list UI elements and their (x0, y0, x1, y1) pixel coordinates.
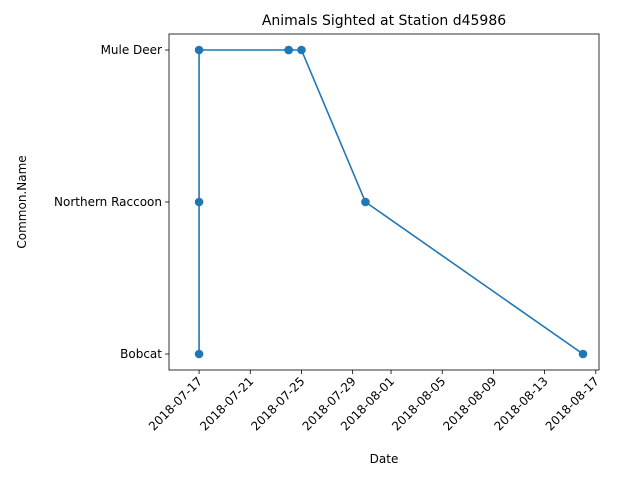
x-tick-label: 2018-08-17 (543, 374, 602, 433)
x-tick-label: 2018-07-25 (248, 374, 307, 433)
series-line (194, 45, 588, 359)
data-point (578, 349, 588, 359)
y-tick-label: Northern Raccoon (54, 195, 162, 209)
x-axis: 2018-07-172018-07-212018-07-252018-07-29… (146, 370, 602, 433)
y-tick-label: Bobcat (120, 347, 162, 361)
y-axis-label: Common.Name (15, 155, 29, 248)
series-polyline (198, 49, 584, 355)
x-tick-label: 2018-08-13 (492, 374, 551, 433)
y-axis: Bobcat Northern Raccoon Mule Deer (54, 43, 169, 361)
data-point (297, 45, 306, 55)
x-axis-label: Date (370, 452, 399, 466)
data-point (194, 197, 204, 207)
x-tick-label: 2018-07-17 (146, 374, 205, 433)
x-tick-label: 2018-08-05 (389, 374, 448, 433)
data-point (194, 349, 204, 359)
chart-title: Animals Sighted at Station d45986 (262, 13, 506, 29)
y-tick-label: Mule Deer (101, 43, 162, 57)
x-tick-label: 2018-07-21 (197, 374, 256, 433)
data-point (194, 45, 204, 55)
data-point (361, 197, 370, 207)
data-point (284, 45, 293, 55)
x-tick-label: 2018-08-09 (440, 374, 499, 433)
